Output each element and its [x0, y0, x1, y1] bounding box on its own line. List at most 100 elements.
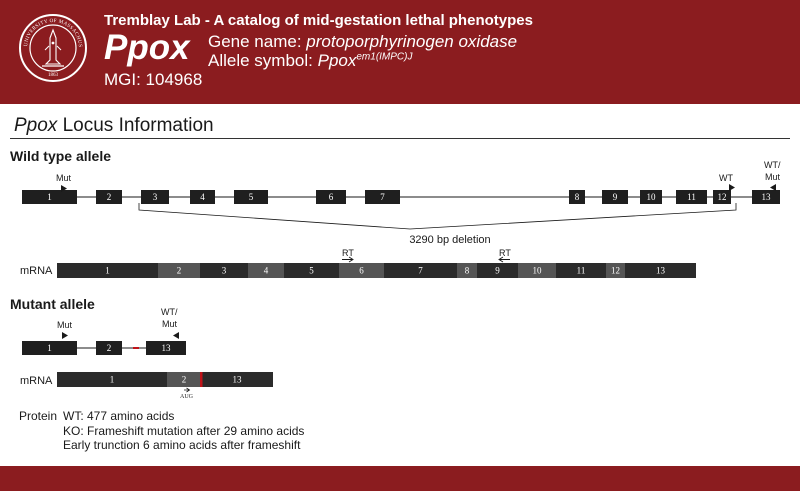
wt-mrna-label: mRNA: [20, 265, 53, 277]
locus-title: Ppox Locus Information: [14, 115, 214, 137]
wt-mrna-exon-label-12: 12: [611, 266, 620, 276]
wt-mrna-exon-label-9: 9: [495, 266, 500, 276]
locus-title-rest: Locus Information: [57, 115, 214, 136]
wt-primer-mut-arrow: [61, 185, 67, 192]
rt-reverse-label: RT: [499, 248, 511, 258]
wild-type-label: Wild type allele: [10, 148, 112, 164]
mut-mrna-exon-13: [201, 372, 273, 387]
wt-exon-7: [365, 190, 400, 204]
wt-primer-wtmut-label-2: Mut: [765, 172, 781, 182]
title-divider: [10, 138, 790, 139]
wt-primer-mut-label: Mut: [56, 173, 72, 183]
wt-exon-label-13: 13: [762, 192, 772, 202]
wt-mrna-exon-label-7: 7: [418, 266, 423, 276]
wt-exon-label-10: 10: [647, 192, 657, 202]
university-seal-logo: UNIVERSITY OF MASSACHUSETTS 1863: [18, 10, 87, 82]
wt-mrna-exon-3: [200, 263, 248, 278]
wt-mrna-exon-8: [457, 263, 477, 278]
locus-diagram: 1 2 3 4 5 6 7 8 9 10 11 12 13 3290 bp deletion Mut W…: [20, 160, 781, 400]
wt-mrna-exon-1: [57, 263, 158, 278]
wt-mrna-exon-13: [625, 263, 696, 278]
allele-symbol-base: Ppox: [317, 51, 357, 70]
protein-line-truncation: Early trunction 6 amino acids after fram…: [63, 438, 301, 452]
wt-mrna-exon-5: [284, 263, 339, 278]
wt-mrna-exon-12: [606, 263, 625, 278]
mut-exon-2: [96, 341, 122, 355]
wt-exon-label-5: 5: [249, 192, 254, 202]
wt-mrna-exon-10: [518, 263, 556, 278]
mut-exon-1: [22, 341, 77, 355]
deletion-label: 3290 bp deletion: [409, 234, 490, 246]
mut-exon-label-13: 13: [162, 343, 172, 353]
mut-primer-wtmut-label-1: WT/: [161, 307, 178, 317]
wt-exon-label-9: 9: [613, 192, 618, 202]
mut-mrna-exon-1: [57, 372, 167, 387]
wt-exon-label-7: 7: [380, 192, 385, 202]
wt-exon-2: [96, 190, 122, 204]
wt-exon-label-3: 3: [153, 192, 158, 202]
aug-label: AUG: [180, 394, 194, 400]
wt-exon-label-8: 8: [575, 192, 580, 202]
wt-mrna-exon-label-4: 4: [264, 266, 269, 276]
gene-name-label: Gene name:: [208, 32, 302, 51]
wt-exon-label-6: 6: [329, 192, 334, 202]
rt-reverse-arrow: [498, 256, 510, 263]
wt-mrna-exon-label-8: 8: [465, 266, 470, 276]
mut-mrna-label: mRNA: [20, 375, 53, 387]
wt-mrna-exon-label-10: 10: [533, 266, 543, 276]
wt-mrna-exon-7: [384, 263, 457, 278]
rt-forward-label: RT: [342, 248, 354, 258]
mut-exon-label-2: 2: [107, 343, 112, 353]
wt-exon-12: [713, 190, 731, 204]
mut-mrna-exon-label-2: 2: [182, 375, 187, 385]
wt-primer-wtmut-label-1: WT/: [764, 160, 781, 170]
wt-mrna-exon-label-2: 2: [177, 266, 182, 276]
wt-exon-3: [141, 190, 169, 204]
mut-exon-13: [146, 341, 186, 355]
wt-mrna-exon-9: [477, 263, 518, 278]
wt-exon-10: [640, 190, 662, 204]
wt-primer-wtmut-arrow: [770, 184, 776, 191]
wt-mrna-exon-label-5: 5: [309, 266, 314, 276]
wt-exon-5: [234, 190, 268, 204]
mut-primer-wtmut-arrow: [173, 332, 179, 339]
locus-gene: Ppox: [14, 115, 58, 136]
footer-banner: [0, 466, 800, 491]
wt-exon-label-12: 12: [718, 192, 727, 202]
allele-symbol-line: Allele symbol: Ppoxem1(IMPC)J: [208, 51, 412, 71]
rt-forward-arrow: [342, 256, 354, 263]
protein-line-ko: KO: Frameshift mutation after 29 amino a…: [63, 423, 305, 438]
deletion-bracket: [138, 203, 737, 230]
wt-mrna-exon-label-6: 6: [359, 266, 364, 276]
wt-mrna-exon-label-11: 11: [577, 266, 586, 276]
lab-title: Tremblay Lab - A catalog of mid-gestatio…: [104, 12, 533, 29]
mut-mrna-junction-mark: [200, 372, 203, 387]
svg-text:1863: 1863: [48, 73, 59, 78]
wt-primer-wt-label: WT: [719, 173, 733, 183]
allele-symbol-superscript: em1(IMPC)J: [356, 51, 413, 63]
wt-exon-4: [190, 190, 215, 204]
wt-exon-label-4: 4: [200, 192, 205, 202]
mgi-id: MGI: 104968: [104, 70, 203, 89]
protein-line-wt: WT: 477 amino acids: [63, 409, 175, 423]
allele-symbol-label: Allele symbol:: [208, 51, 313, 70]
wt-exon-6: [316, 190, 346, 204]
wt-exon-11: [676, 190, 707, 204]
wt-mrna-exon-label-1: 1: [105, 266, 110, 276]
mut-mrna-exon-2: [167, 372, 201, 387]
mut-mrna-exon-label-13: 13: [233, 375, 243, 385]
wt-mrna-exon-6: [339, 263, 384, 278]
protein-lines: WT: 477 amino acids KO: Frameshift mutat…: [63, 409, 304, 453]
wt-exon-1: [22, 190, 77, 204]
mut-exon-label-1: 1: [47, 343, 52, 353]
wt-exon-label-11: 11: [687, 192, 696, 202]
mutant-label: Mutant allele: [10, 296, 95, 312]
wt-mrna-exon-label-3: 3: [222, 266, 227, 276]
wt-exon-label-1: 1: [47, 192, 52, 202]
mut-mrna-exon-label-1: 1: [110, 375, 115, 385]
gene-name-line: Gene name: protoporphyrinogen oxidase: [208, 32, 517, 52]
wt-exon-13: [752, 190, 780, 204]
mut-primer-wtmut-label-2: Mut: [162, 319, 178, 329]
gene-name-value: protoporphyrinogen oxidase: [306, 32, 518, 51]
aug-arrow: [184, 387, 191, 393]
